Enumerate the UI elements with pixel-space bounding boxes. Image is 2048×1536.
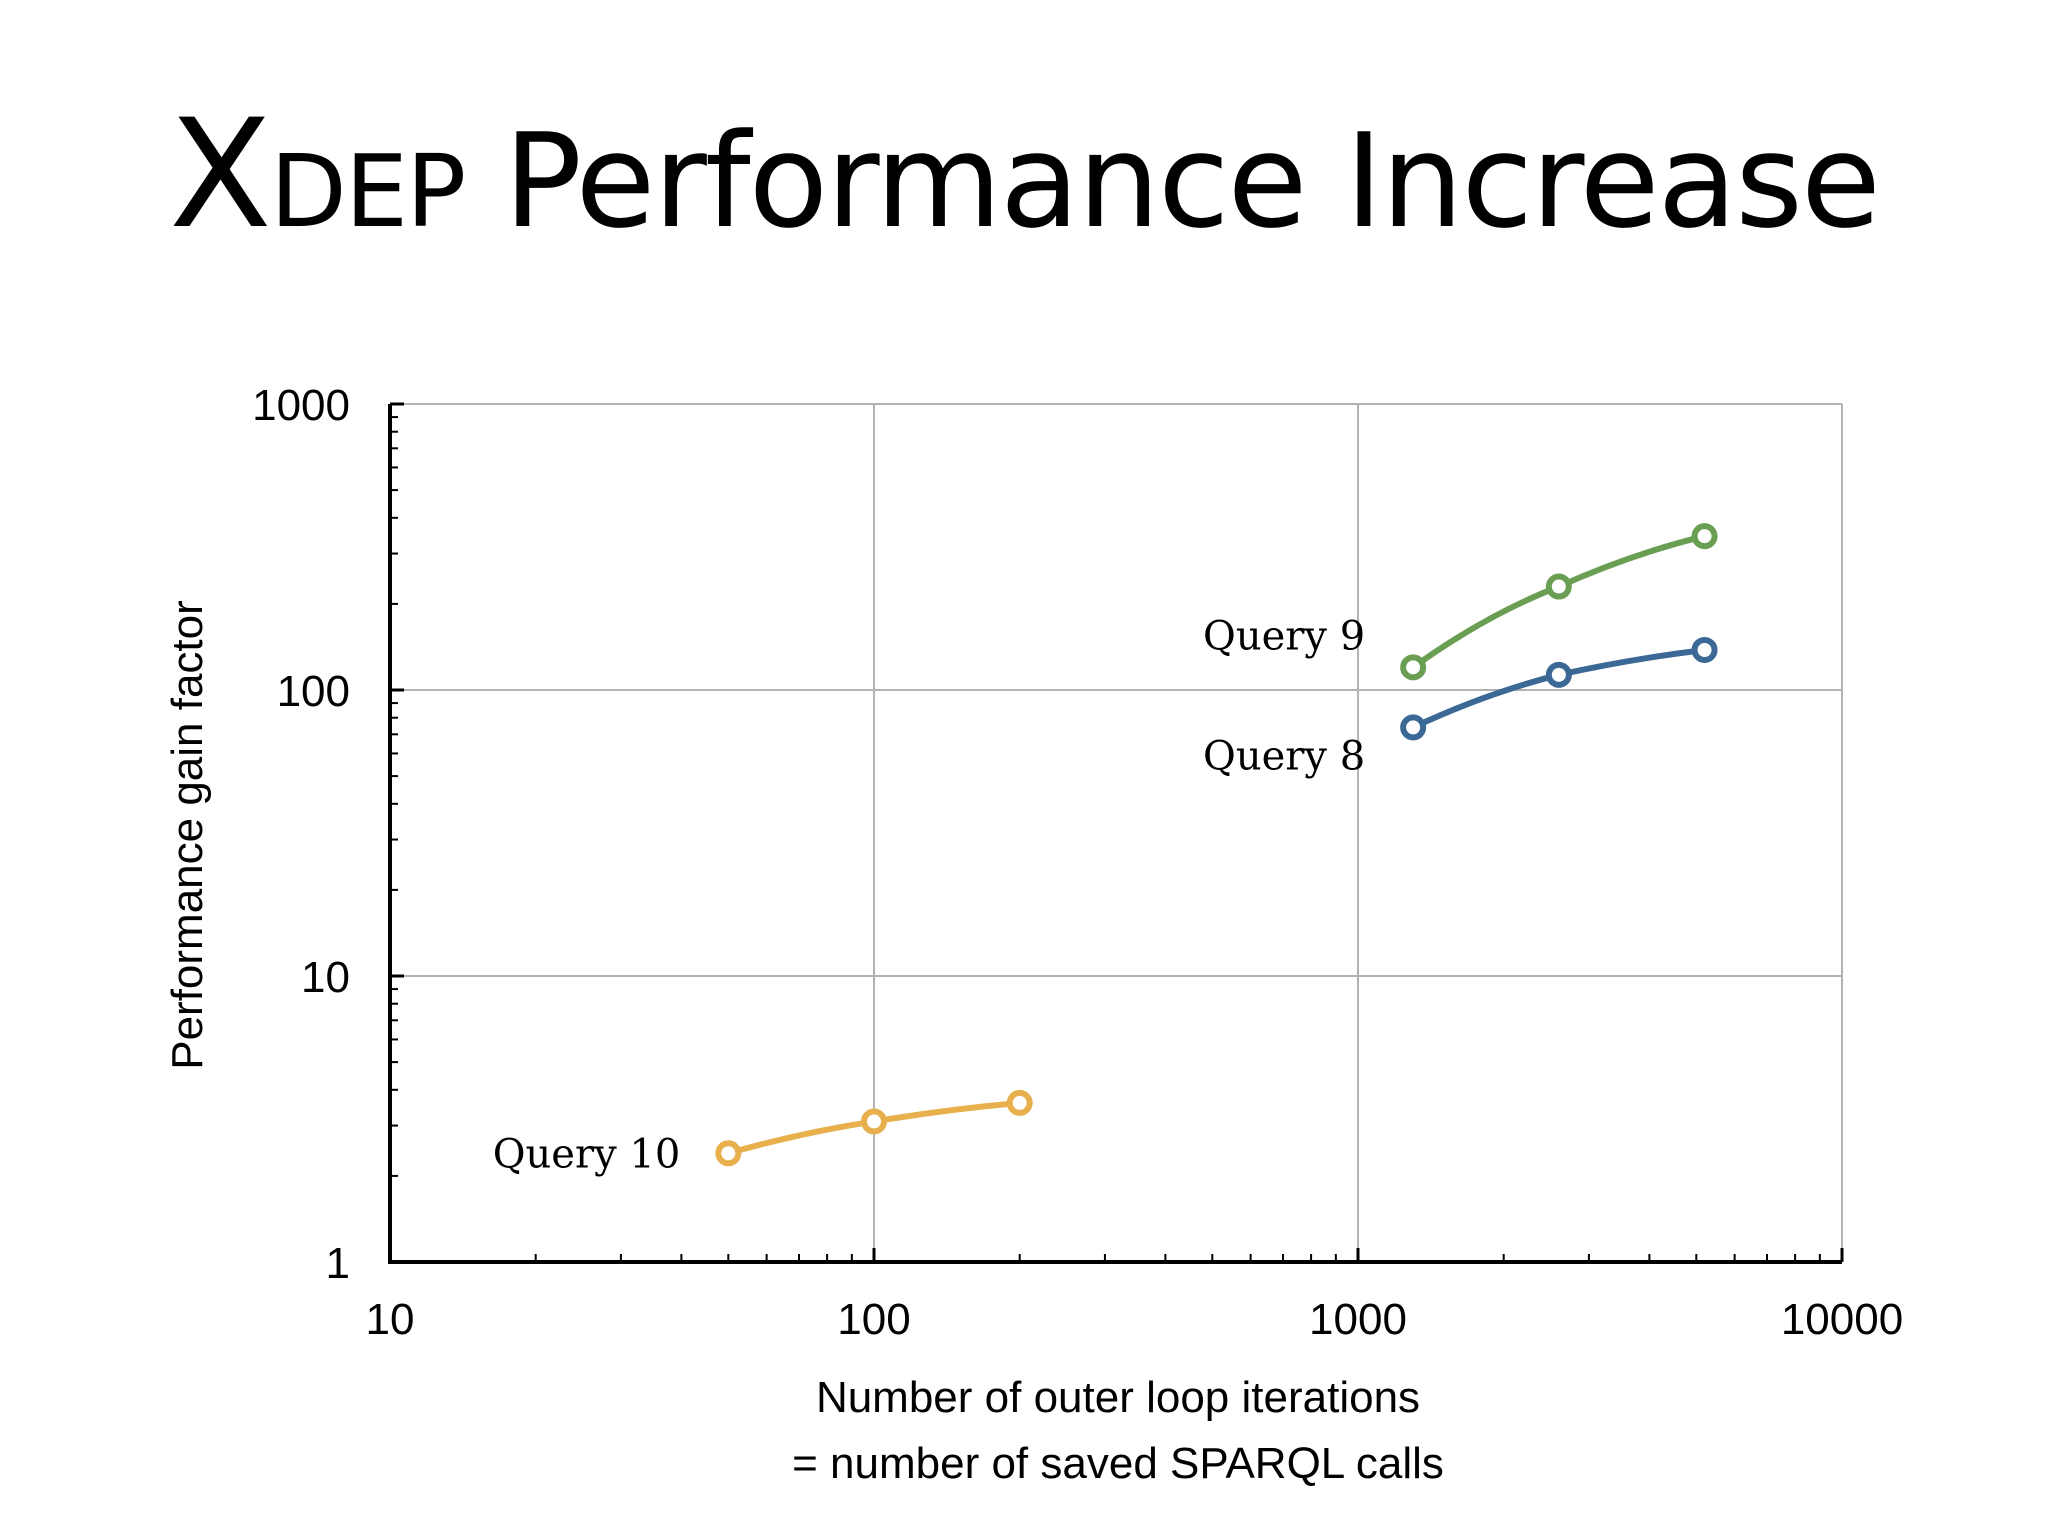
x-tick-label: 10 xyxy=(366,1295,415,1344)
data-point xyxy=(1691,523,1718,550)
y-tick-label: 10 xyxy=(301,953,350,1002)
series-points xyxy=(715,523,1718,1167)
series-line xyxy=(1410,533,1708,671)
series-label: Query 10 xyxy=(493,1131,681,1177)
x-axis-label-line2: = number of saved SPARQL calls xyxy=(792,1439,1444,1488)
x-axis-label-line1: Number of outer loop iterations xyxy=(816,1373,1420,1422)
data-point xyxy=(715,1140,742,1167)
data-point xyxy=(861,1108,887,1135)
slide-title: XDEP Performance Increase xyxy=(0,100,2048,250)
series-line xyxy=(1410,646,1708,731)
y-tick-label: 1000 xyxy=(252,381,350,430)
y-tick-label: 100 xyxy=(277,667,350,716)
y-tick-label: 1 xyxy=(326,1239,350,1288)
axes xyxy=(388,404,1842,1264)
series-label: Query 8 xyxy=(1203,733,1365,779)
y-axis-label: Performance gain factor xyxy=(163,600,212,1070)
tick-labels: 10 100 1000 10000 1 10 100 1000 xyxy=(252,381,1903,1344)
data-point xyxy=(1400,714,1427,741)
data-point xyxy=(1545,573,1572,600)
data-point xyxy=(1691,636,1718,663)
x-tick-label: 10000 xyxy=(1781,1295,1903,1344)
series-labels: Query 9 Query 8 Query 10 xyxy=(493,613,1365,1177)
title-cap: X xyxy=(169,88,272,262)
series-label: Query 9 xyxy=(1203,613,1365,659)
data-point xyxy=(1400,654,1427,681)
data-point xyxy=(1006,1089,1033,1116)
data-point xyxy=(1545,661,1572,688)
x-tick-label: 100 xyxy=(837,1295,910,1344)
title-smallcaps: DEP xyxy=(269,133,466,250)
x-tick-label: 1000 xyxy=(1309,1295,1407,1344)
title-rest: Performance Increase xyxy=(464,105,1881,257)
